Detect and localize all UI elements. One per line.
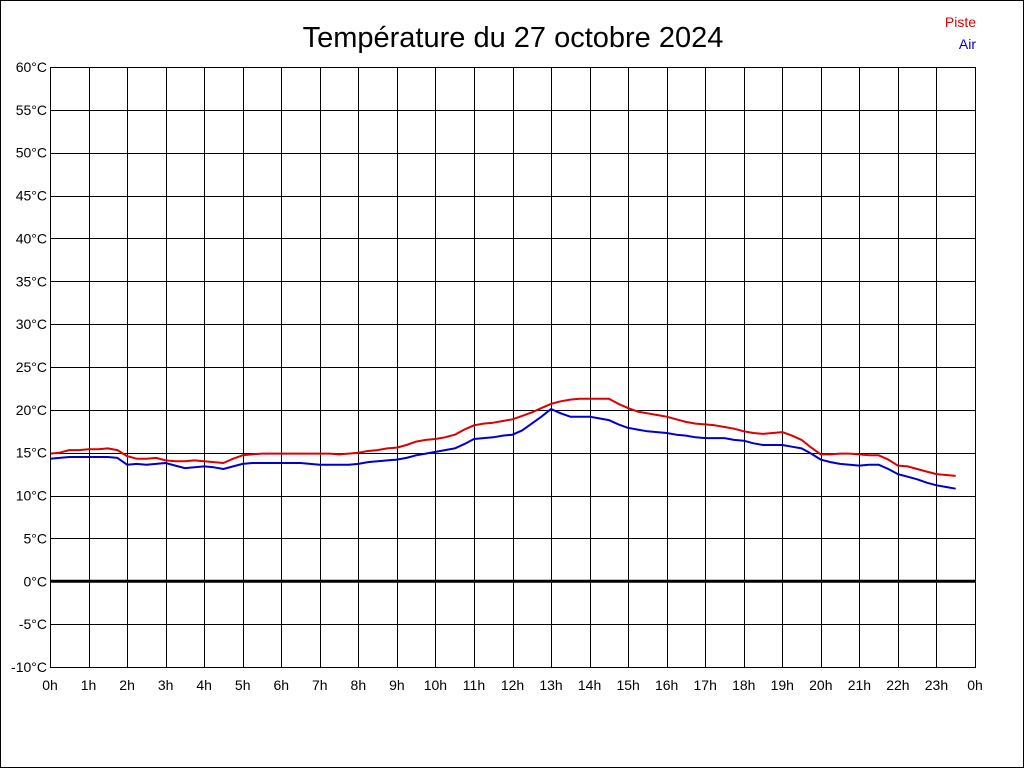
- x-tick-label: 0h: [967, 677, 983, 693]
- x-tick-label: 8h: [351, 677, 367, 693]
- x-tick-label: 3h: [158, 677, 174, 693]
- x-tick-label: 11h: [463, 677, 485, 693]
- grid-lines: [50, 67, 976, 668]
- x-tick-label: 6h: [273, 677, 289, 693]
- series-line-piste: [49, 397, 956, 477]
- y-tick-label: 5°C: [24, 530, 48, 546]
- x-tick-label: 9h: [389, 677, 405, 693]
- plot-area-border: [50, 67, 976, 668]
- x-tick-label: 5h: [235, 677, 251, 693]
- x-tick-label: 4h: [196, 677, 212, 693]
- chart-title: Température du 27 octobre 2024: [303, 22, 724, 54]
- x-tick-label: 1h: [81, 677, 97, 693]
- x-tick-label: 13h: [539, 677, 562, 693]
- y-tick-label: 50°C: [16, 145, 47, 161]
- x-tick-label: 17h: [694, 677, 717, 693]
- y-tick-label: 0°C: [24, 573, 48, 589]
- series-lines: [49, 397, 956, 490]
- x-tick-label: 14h: [578, 677, 601, 693]
- x-tick-label: 23h: [925, 677, 948, 693]
- x-tick-label: 2h: [119, 677, 135, 693]
- x-tick-label: 20h: [809, 677, 832, 693]
- legend: Piste Air: [945, 14, 976, 52]
- y-tick-label: 20°C: [16, 402, 47, 418]
- y-tick-label: 55°C: [16, 102, 47, 118]
- x-axis-tick-labels: 0h 1h 2h 3h 4h 5h 6h 7h 8h 9h 10h 11h 12h 13h 14h 15h 16…: [42, 677, 983, 693]
- y-tick-label: -5°C: [19, 616, 47, 632]
- x-tick-label: 16h: [655, 677, 678, 693]
- x-tick-label: 22h: [886, 677, 909, 693]
- y-tick-label: 40°C: [16, 230, 47, 246]
- x-tick-label: 10h: [424, 677, 447, 693]
- legend-entry-air: Air: [959, 36, 976, 52]
- y-tick-label: 30°C: [16, 316, 47, 332]
- y-tick-label: 60°C: [16, 59, 47, 75]
- y-tick-label: -10°C: [11, 659, 47, 675]
- legend-entry-piste: Piste: [945, 14, 976, 30]
- y-tick-label: 35°C: [16, 273, 47, 289]
- y-axis-tick-labels: 60°C 55°C 50°C 45°C 40°C 35°C 30°C 25°C 20°C 15°C…: [11, 59, 47, 675]
- y-tick-label: 45°C: [16, 188, 47, 204]
- y-tick-label: 10°C: [16, 488, 47, 504]
- x-tick-label: 0h: [42, 677, 58, 693]
- x-tick-label: 18h: [732, 677, 755, 693]
- y-tick-label: 15°C: [16, 445, 47, 461]
- x-tick-label: 15h: [616, 677, 639, 693]
- series-line-air: [49, 408, 956, 490]
- x-tick-label: 21h: [848, 677, 871, 693]
- x-tick-label: 12h: [501, 677, 524, 693]
- y-tick-label: 25°C: [16, 359, 47, 375]
- x-tick-label: 7h: [312, 677, 328, 693]
- x-tick-label: 19h: [771, 677, 794, 693]
